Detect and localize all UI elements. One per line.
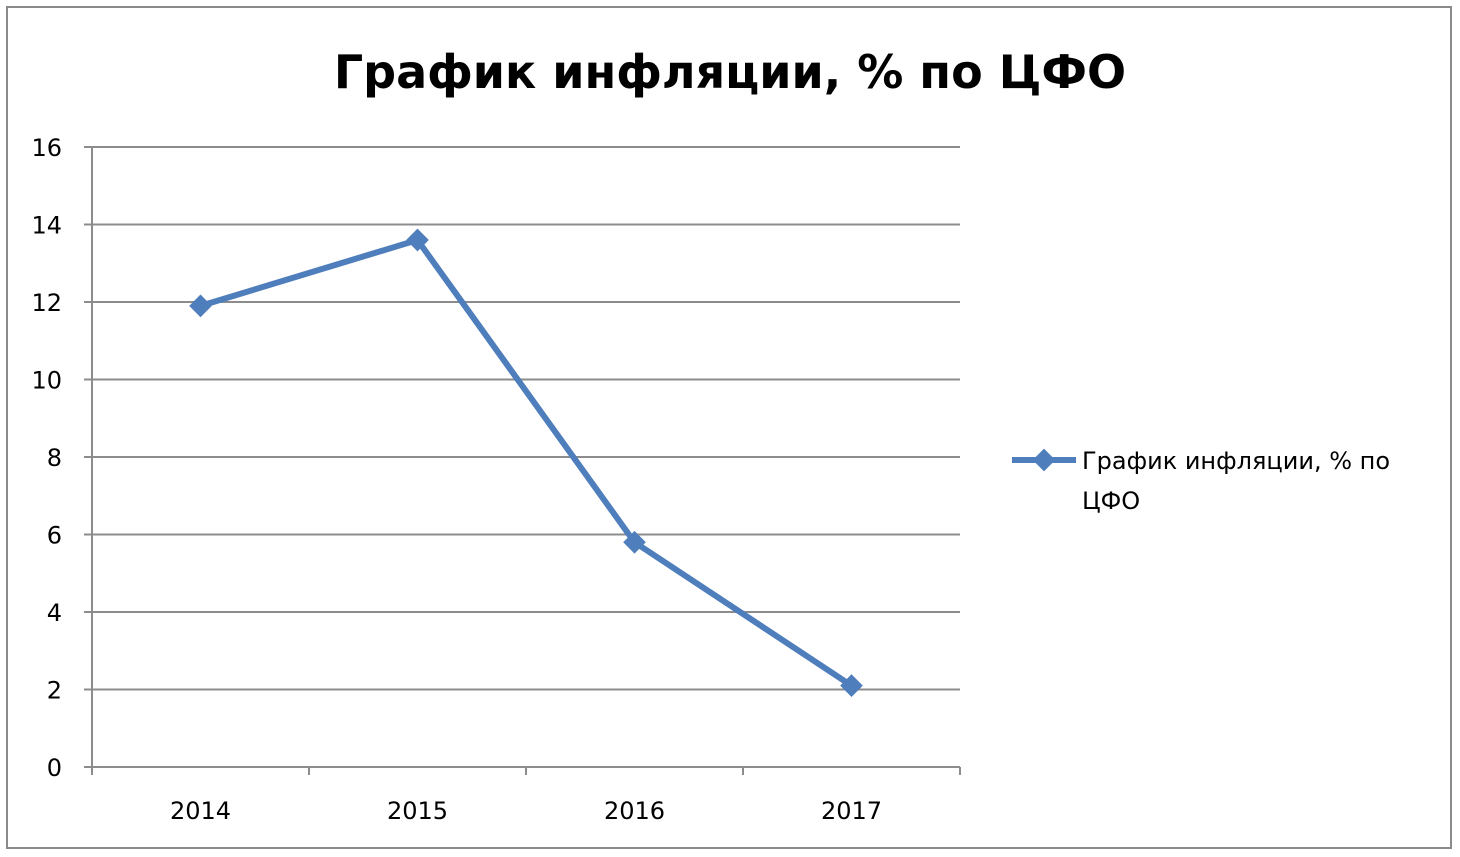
legend-diamond-marker (1032, 448, 1056, 472)
y-tick-label-10: 10 (31, 367, 62, 395)
y-tick-label-16: 16 (31, 134, 62, 162)
x-tick-label-2015: 2015 (387, 797, 448, 825)
legend-label-line-2: ЦФО (1082, 487, 1140, 515)
series-layer (189, 228, 863, 697)
y-tick-label-2: 2 (47, 677, 62, 705)
x-tick-label-2014: 2014 (170, 797, 231, 825)
gridlines (92, 146, 960, 691)
y-tick-label-12: 12 (31, 289, 62, 317)
y-tick-label-6: 6 (47, 522, 62, 550)
tick-labels: 0 2 4 6 8 10 12 14 16 2014 2015 2016 2017 (31, 134, 882, 825)
x-tick-label-2016: 2016 (604, 797, 665, 825)
series-line-0 (197, 237, 855, 689)
data-point-2014 (189, 294, 212, 318)
y-tick-label-0: 0 (47, 754, 62, 782)
y-tick-label-4: 4 (47, 599, 62, 627)
y-tick-label-8: 8 (47, 444, 62, 472)
y-tick-label-14: 14 (31, 212, 62, 240)
legend: График инфляции, % по ЦФО (1012, 447, 1390, 515)
legend-label-line-1: График инфляции, % по (1082, 447, 1390, 475)
chart-title: График инфляции, % по ЦФО (334, 45, 1126, 99)
axes (84, 146, 961, 775)
x-tick-label-2017: 2017 (821, 797, 882, 825)
